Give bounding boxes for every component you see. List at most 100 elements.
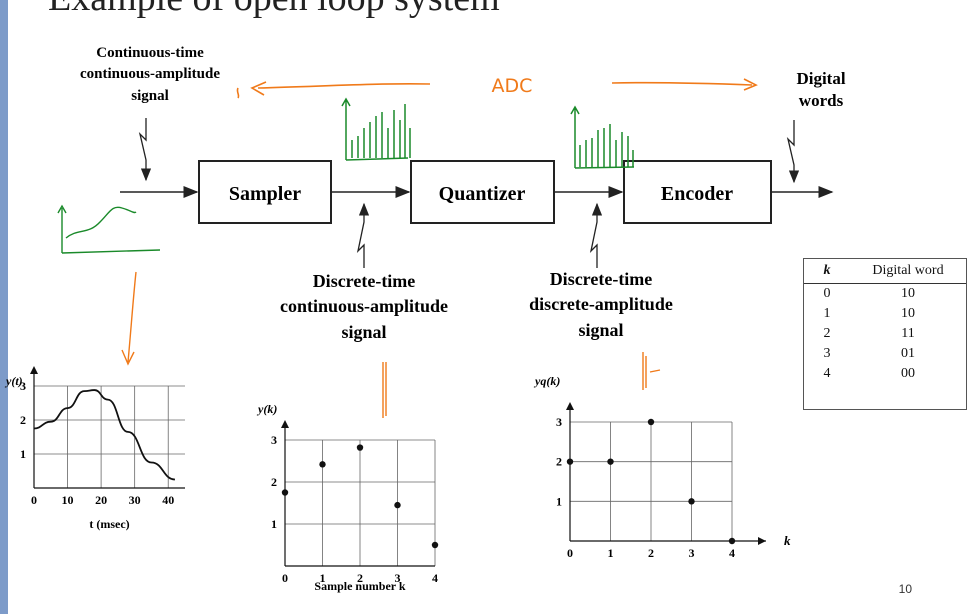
- x-tick-label: 4: [432, 571, 438, 585]
- encoder-label: Encoder: [661, 183, 733, 205]
- quantized-sketch-pulses: [579, 124, 634, 167]
- adc-right-arrow-line: [611, 81, 753, 86]
- x-tick-label: 2: [648, 546, 654, 560]
- x-tick-label: 30: [129, 493, 141, 507]
- x-tick-label: 1: [320, 571, 326, 585]
- adc-label: ADC: [492, 75, 533, 97]
- sampled-sketch-pulses: [351, 104, 411, 158]
- data-point: [688, 498, 695, 505]
- data-point: [394, 501, 401, 509]
- quantized-sketch-baseline: [574, 166, 635, 169]
- data-point: [728, 537, 736, 545]
- quantized-signal-label: Discrete-time discrete-amplitude signal: [529, 269, 673, 340]
- table-row: 4 00: [804, 364, 966, 384]
- orange-pointer-2: [382, 362, 387, 418]
- table-cell-k: 3: [823, 346, 831, 361]
- y-axis-label: yq(k): [533, 374, 560, 388]
- x-tick-label: 20: [95, 493, 107, 507]
- x-tick-label: 0: [567, 546, 573, 560]
- orange-pointer-1: [121, 271, 137, 366]
- x-axis-label: t (msec): [89, 517, 129, 531]
- adc-annotation: [236, 78, 758, 99]
- y-tick-label: 3: [556, 415, 562, 429]
- sampled-signal-label: Discrete-time continuous-amplitude signa…: [280, 271, 448, 342]
- chart-quantized: 0 1 2 3 4 1 2 3 yq(k) k: [533, 374, 791, 560]
- output-label-line-2: words: [799, 91, 844, 110]
- y-tick-label: 3: [271, 433, 277, 447]
- digital-word-table: k Digital word 0 10 1 10 2 11 3 01 4 00: [803, 258, 967, 410]
- adc-left-arrowhead: [250, 81, 267, 96]
- chart-sampled: 0 1 2 3 4 1 2 3 y(k) Sample number k: [256, 402, 439, 593]
- sampled-sketch-baseline: [345, 157, 409, 161]
- quantized-pointer: [589, 202, 603, 268]
- table-row: 3 01: [804, 344, 966, 364]
- sampled-label-line-2: continuous-amplitude: [280, 296, 448, 316]
- y-tick-label: 2: [20, 413, 26, 427]
- input-label-line-2: continuous-amplitude: [80, 66, 220, 82]
- x-tick-label: 0: [282, 571, 288, 585]
- x-axis-arrowhead: [758, 537, 766, 545]
- input-label-line-3: signal: [131, 88, 169, 104]
- table-cell-k: 4: [823, 366, 831, 381]
- sampler-block: [198, 160, 332, 224]
- sampled-pulses-sketch: [341, 97, 411, 161]
- slide-title: Example of open loop system: [48, 0, 500, 18]
- data-point: [607, 458, 614, 465]
- y-axis-label: y(t): [4, 374, 23, 388]
- x-axis-label: Sample number k: [314, 579, 405, 593]
- output-signal-label: Digital words: [796, 69, 845, 110]
- table-cell-k: 2: [823, 326, 831, 341]
- table-cell-k: 0: [823, 286, 831, 301]
- output-label-line-1: Digital: [796, 69, 845, 88]
- table-header-row: k Digital word: [804, 259, 966, 284]
- slide-title-strip: Example of open loop system: [8, 0, 970, 30]
- y-tick-label: 2: [271, 475, 277, 489]
- sketch-y-arrow: [57, 204, 67, 214]
- orange-pointer-3: [642, 352, 661, 390]
- table-header-k: k: [804, 259, 850, 284]
- y-tick-label: 1: [556, 494, 562, 508]
- quantized-label-line-1: Discrete-time: [550, 269, 653, 289]
- input-pointer: [138, 118, 152, 182]
- data-point: [566, 458, 574, 465]
- x-tick-label: 10: [62, 493, 74, 507]
- data-point: [647, 418, 655, 426]
- adc-left-tick: [236, 87, 240, 99]
- x-tick-label: 3: [395, 571, 401, 585]
- sampled-label-line-3: signal: [341, 322, 386, 342]
- table-cell-k: 1: [823, 306, 831, 321]
- y-tick-label: 1: [271, 517, 277, 531]
- table-header-word: Digital word: [850, 259, 966, 284]
- encoder-block: [623, 160, 772, 224]
- data-point: [431, 541, 439, 549]
- output-pointer: [786, 120, 800, 184]
- y-axis-arrowhead: [566, 402, 574, 410]
- quantized-label-line-2: discrete-amplitude: [529, 294, 673, 314]
- page-number: 10: [898, 582, 912, 596]
- quantized-pulses-sketch: [570, 105, 635, 169]
- table-cell-word: 00: [901, 366, 915, 381]
- quantized-label-line-3: signal: [578, 320, 623, 340]
- adc-right-arrowhead: [743, 78, 758, 91]
- orange-pointer-strokes: [121, 271, 661, 418]
- y-axis-label: y(k): [256, 402, 277, 416]
- table-row: 1 10: [804, 304, 966, 324]
- adc-left-arrow-line: [257, 83, 431, 89]
- table-row: 2 11: [804, 324, 966, 344]
- y-axis-arrowhead: [30, 366, 38, 374]
- y-tick-label: 1: [20, 447, 26, 461]
- x-tick-label: 3: [689, 546, 695, 560]
- table-cell-word: 11: [901, 326, 915, 341]
- x-tick-label: 40: [162, 493, 174, 507]
- quantized-sketch-axis: [570, 105, 580, 168]
- x-tick-label: 2: [357, 571, 363, 585]
- table-cell-word: 10: [901, 286, 915, 301]
- slide-left-bar: [0, 0, 8, 614]
- sampler-label: Sampler: [229, 183, 301, 205]
- table-cell-word: 01: [901, 346, 915, 361]
- data-point: [319, 461, 326, 468]
- y-tick-label: 3: [20, 379, 26, 393]
- sampled-sketch-axis: [341, 97, 351, 160]
- input-signal-label: Continuous-time continuous-amplitude sig…: [80, 45, 220, 104]
